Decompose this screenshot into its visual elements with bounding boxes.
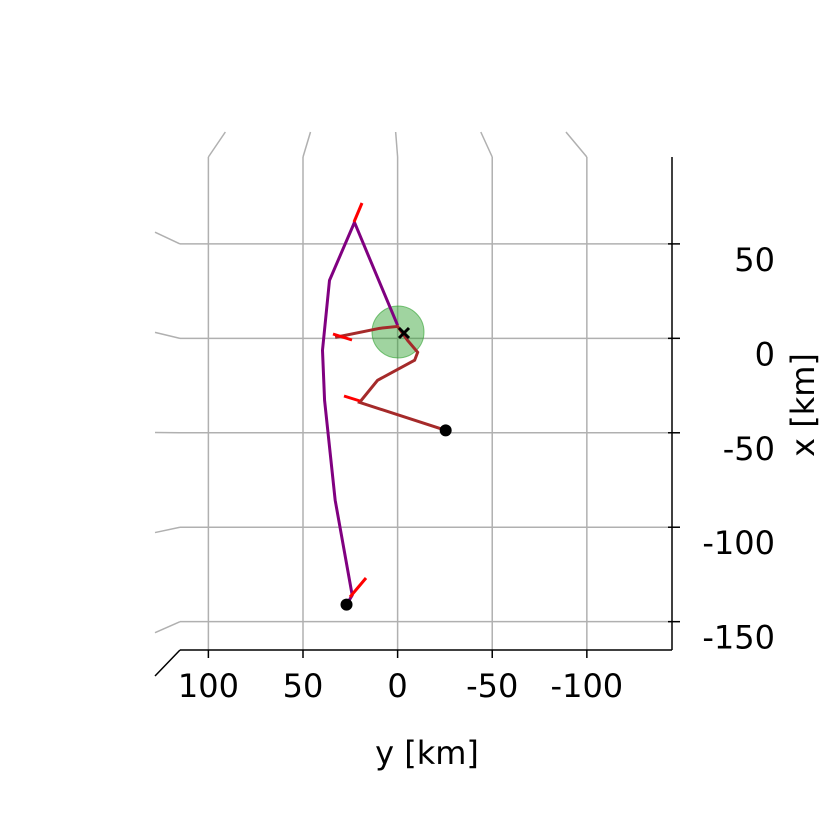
grid-line-slant: [155, 232, 180, 244]
x-axis-label: y [km]: [375, 734, 479, 772]
plot-area: [322, 222, 451, 610]
start-point: [341, 599, 353, 611]
axis-corner: [155, 650, 180, 676]
x-tick-label: 100: [178, 667, 239, 705]
x-tick-label: -50: [466, 667, 518, 705]
x-tick-label: 0: [387, 667, 407, 705]
grid: [155, 132, 672, 650]
x-tick-label: 50: [283, 667, 324, 705]
y-tick-label: -50: [723, 430, 775, 468]
grid-line-slant: [155, 622, 180, 633]
x-tick-label: -100: [551, 667, 624, 705]
trajectory: [322, 222, 397, 604]
thrust-marker: [344, 396, 360, 401]
grid-line-slant: [155, 527, 180, 532]
y-tick-label: -100: [702, 524, 775, 562]
y-tick-label: 50: [734, 241, 775, 279]
grid-line-slant: [396, 132, 398, 157]
grid-line-slant: [208, 132, 225, 157]
grid-line-slant: [566, 132, 587, 157]
start-point: [440, 424, 452, 436]
grid-line-slant: [155, 332, 180, 338]
y-tick-label: -150: [702, 619, 775, 657]
y-axis-label: x [km]: [784, 353, 822, 457]
grid-line-slant: [481, 132, 492, 157]
thrust-marker: [354, 203, 362, 222]
y-tick-label: 0: [755, 335, 775, 373]
thrust-marker: [350, 578, 366, 597]
grid-line-slant: [303, 132, 311, 157]
